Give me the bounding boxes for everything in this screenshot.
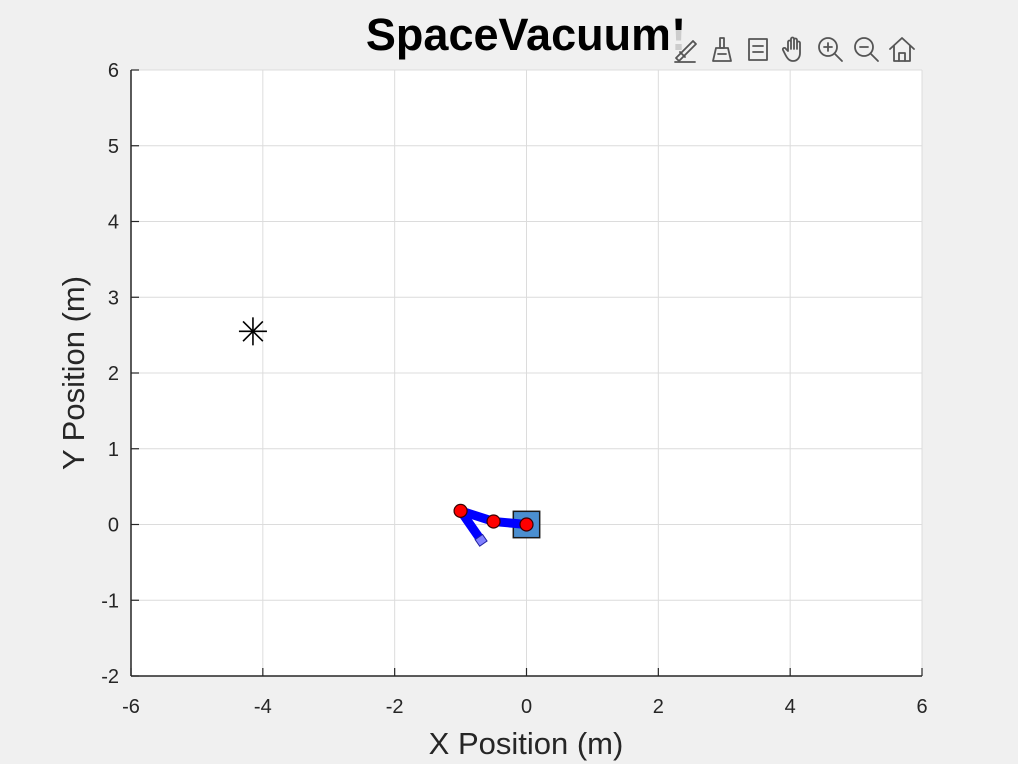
y-tick-label: 5 [108, 136, 119, 158]
x-tick-label: -6 [122, 696, 140, 718]
chart-title: SpaceVacuum! [366, 9, 686, 60]
pan-hand-icon [781, 36, 801, 62]
y-tick-label: -2 [101, 666, 119, 688]
y-tick-label: 2 [108, 363, 119, 385]
arm-joint [486, 514, 501, 529]
edit-plot-button[interactable] [668, 31, 704, 67]
y-tick-label: -1 [101, 590, 119, 612]
x-tick-label: -4 [254, 696, 272, 718]
y-tick-label: 3 [108, 287, 119, 309]
x-tick-label: 6 [916, 696, 927, 718]
x-tick-label: 2 [653, 696, 664, 718]
home-button[interactable] [884, 31, 920, 67]
x-tick-label: 4 [785, 696, 796, 718]
y-axis-label: Y Position (m) [56, 276, 91, 470]
x-tick-label: 0 [521, 696, 532, 718]
y-tick-label: 1 [108, 439, 119, 461]
x-axis-label: X Position (m) [429, 726, 624, 761]
ticks-layer: -6 -4 -2 0 2 4 6 -2 -1 0 1 2 3 4 5 6 [101, 60, 927, 718]
axes-toolbar [668, 30, 920, 68]
end-effector [474, 533, 488, 547]
zoom-in-icon [818, 37, 843, 62]
zoom-out-button[interactable] [848, 31, 884, 67]
arm-joint [453, 503, 468, 518]
end-effector-tip [474, 533, 488, 547]
home-icon [889, 37, 915, 62]
target-marker [238, 317, 267, 346]
data-tips-button[interactable] [740, 31, 776, 67]
target-marker-stroke [242, 320, 264, 342]
edit-plot-icon [674, 40, 697, 63]
arm-joint [519, 517, 534, 532]
data-tips-icon [748, 38, 768, 61]
y-tick-label: 6 [108, 60, 119, 82]
pan-button[interactable] [776, 31, 812, 67]
y-tick-label: 0 [108, 515, 119, 537]
zoom-out-icon [854, 37, 879, 62]
zoom-in-button[interactable] [812, 31, 848, 67]
x-tick-label: -2 [386, 696, 404, 718]
brush-icon [712, 37, 732, 62]
data-layer [238, 317, 541, 547]
y-tick-label: 4 [108, 212, 119, 234]
brush-button[interactable] [704, 31, 740, 67]
